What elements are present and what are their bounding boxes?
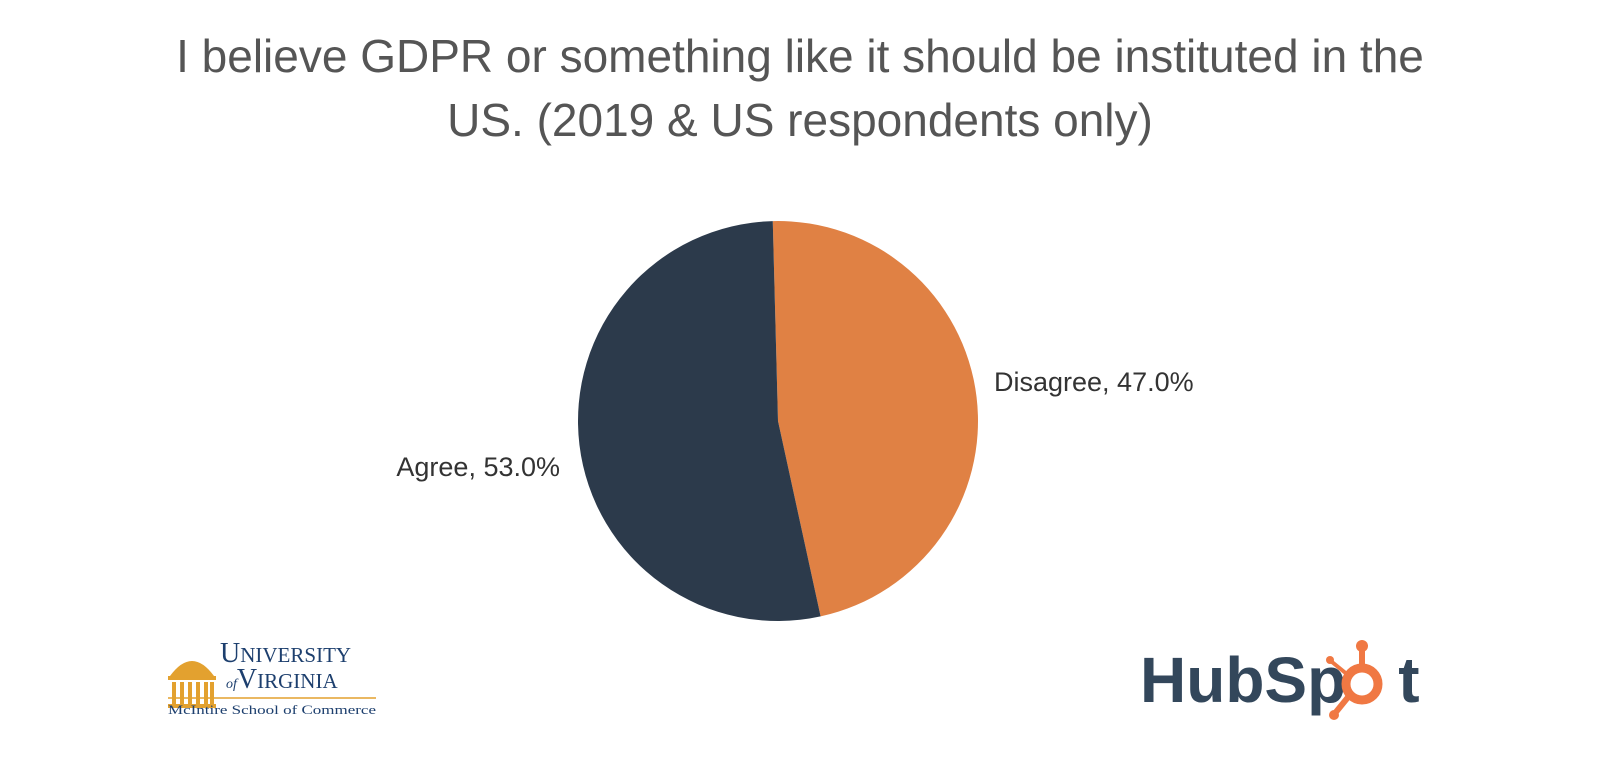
rotunda-icon [168,661,216,708]
chart-title: I believe GDPR or something like it shou… [80,24,1520,152]
hubspot-logo: HubSp t [1140,640,1420,720]
pie-slices [578,221,979,622]
uva-logo: UNIVERSITY ofVIRGINIA McIntire School of… [168,638,376,717]
hubspot-wordmark: HubSp t [1140,644,1420,716]
data-label-disagree: Disagree, 47.0% [994,367,1194,397]
chart-title-line-2: US. (2019 & US respondents only) [447,94,1153,146]
data-label-agree: Agree, 53.0% [396,452,560,482]
uva-school-name: McIntire School of Commerce [168,702,376,717]
pie-slice-agree [578,221,821,622]
hubspot-sprocket-icon [1326,640,1383,720]
uva-name-line-1: UNIVERSITY [220,638,351,669]
pie-slice-disagree [772,221,979,617]
chart-title-line-1: I believe GDPR or something like it shou… [176,30,1424,82]
uva-name-line-2: ofVIRGINIA [226,664,338,695]
